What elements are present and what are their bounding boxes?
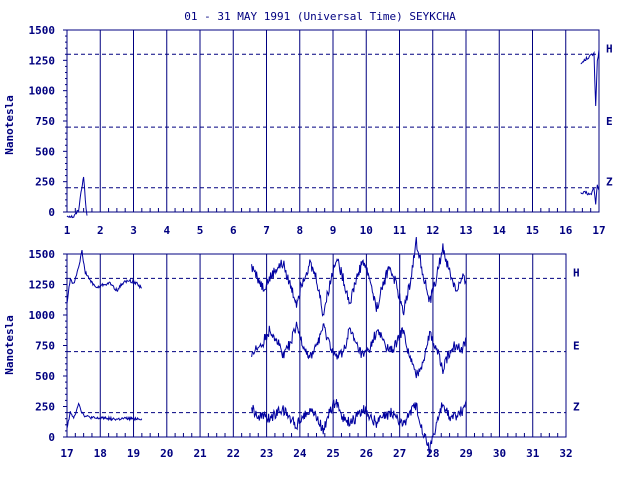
- y-tick-label: 750: [35, 340, 55, 353]
- trace-z: [580, 184, 600, 205]
- x-tick-label: 24: [293, 447, 307, 460]
- y-tick-label: 0: [48, 431, 55, 444]
- x-tick-label: 13: [459, 224, 472, 237]
- x-tick-label: 17: [60, 447, 73, 460]
- x-tick-label: 6: [230, 224, 237, 237]
- x-tick-label: 1: [64, 224, 71, 237]
- trace-e: [251, 321, 467, 379]
- x-tick-label: 20: [160, 447, 173, 460]
- x-tick-label: 25: [327, 447, 340, 460]
- x-tick-label: 8: [296, 224, 303, 237]
- y-tick-label: 250: [35, 401, 55, 414]
- top-panel: 1 2 3 4 5 6 7 8 9 10 11 12 13 14 15 16 17025050075010001…: [29, 24, 614, 237]
- component-label-z: Z: [573, 401, 580, 414]
- component-label-h: H: [573, 266, 580, 279]
- x-tick-label: 31: [526, 447, 540, 460]
- x-tick-label: 22: [227, 447, 240, 460]
- x-tick-label: 3: [130, 224, 137, 237]
- y-tick-label: 1250: [29, 279, 56, 292]
- y-tick-label: 500: [35, 145, 55, 158]
- component-label-e: E: [573, 340, 580, 353]
- x-tick-label: 23: [260, 447, 273, 460]
- y-tick-label: 1000: [29, 309, 56, 322]
- x-tick-label: 16: [559, 224, 573, 237]
- y-tick-label: 1250: [29, 54, 56, 67]
- y-tick-label: 1500: [29, 24, 56, 37]
- y-tick-label: 750: [35, 115, 55, 128]
- trace-z: [66, 402, 143, 429]
- x-tick-label: 27: [393, 447, 406, 460]
- y-tick-label: 250: [35, 176, 55, 189]
- y-tick-label: 1500: [29, 248, 56, 261]
- x-tick-label: 12: [426, 224, 439, 237]
- x-tick-label: 30: [493, 447, 506, 460]
- component-label-h: H: [606, 42, 613, 55]
- y-tick-label: 500: [35, 370, 55, 383]
- bottom-panel: 17 18 19 20 21 22 23 24 25 26 27 28 29 30 31 3202505007…: [29, 236, 580, 460]
- x-tick-label: 14: [493, 224, 507, 237]
- x-tick-label: 2: [97, 224, 104, 237]
- x-tick-label: 21: [193, 447, 207, 460]
- x-tick-label: 32: [559, 447, 572, 460]
- x-tick-label: 5: [197, 224, 204, 237]
- x-tick-label: 19: [127, 447, 140, 460]
- x-tick-label: 26: [360, 447, 374, 460]
- trace-h: [66, 176, 88, 219]
- trace-h: [66, 249, 143, 304]
- x-tick-label: 11: [393, 224, 407, 237]
- x-tick-label: 10: [360, 224, 373, 237]
- x-tick-label: 9: [330, 224, 337, 237]
- x-tick-label: 4: [163, 224, 170, 237]
- chart-title: 01 - 31 MAY 1991 (Universal Time) SEYKCH…: [184, 10, 456, 23]
- component-label-e: E: [606, 115, 613, 128]
- x-tick-label: 7: [263, 224, 270, 237]
- trace-z: [251, 399, 467, 455]
- x-tick-label: 18: [94, 447, 107, 460]
- trace-h: [251, 236, 467, 317]
- component-label-z: Z: [606, 176, 613, 189]
- x-tick-label: 17: [592, 224, 605, 237]
- y-tick-label: 0: [48, 206, 55, 219]
- y-axis-label-top: Nanotesla: [3, 95, 16, 155]
- y-axis-label-bottom: Nanotesla: [3, 315, 16, 375]
- x-tick-label: 29: [460, 447, 473, 460]
- y-tick-label: 1000: [29, 85, 56, 98]
- trace-h: [580, 49, 600, 107]
- x-tick-label: 15: [526, 224, 539, 237]
